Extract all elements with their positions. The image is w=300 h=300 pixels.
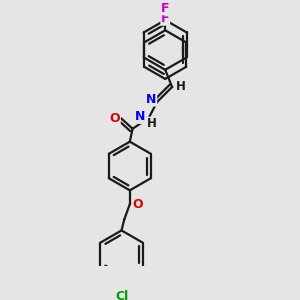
Text: O: O <box>133 198 143 211</box>
Text: F: F <box>161 2 170 15</box>
Text: H: H <box>146 117 156 130</box>
Text: N: N <box>146 93 157 106</box>
Text: F: F <box>161 12 170 25</box>
Text: O: O <box>110 112 120 125</box>
Text: N: N <box>135 110 146 123</box>
Text: H: H <box>176 80 186 94</box>
Text: Cl: Cl <box>115 290 128 300</box>
